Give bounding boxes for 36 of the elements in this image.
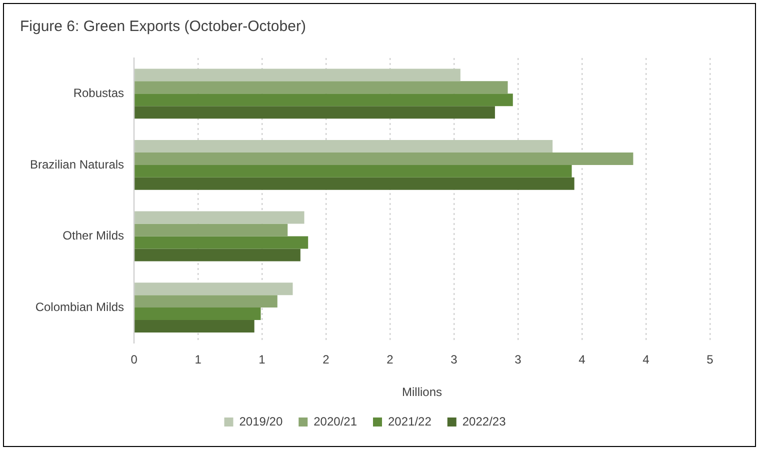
x-tick-label: 0 (130, 352, 138, 367)
x-tick-label: 1 (258, 352, 266, 367)
x-tick-label: 4 (578, 352, 586, 367)
y-tick-label: Other Milds (62, 228, 124, 243)
x-tick-label: 2 (386, 352, 394, 367)
bar (134, 68, 460, 82)
y-tick-label: Robustas (73, 86, 124, 100)
x-tick-label: 5 (706, 352, 714, 367)
x-tick-label: 3 (514, 352, 522, 367)
bar (134, 248, 300, 262)
bar (134, 211, 304, 224)
x-tick-label: 4 (642, 352, 650, 367)
legend-label: 2022/23 (462, 414, 506, 428)
bar (134, 152, 634, 165)
x-tick-label: 3 (450, 352, 458, 367)
bar (134, 308, 261, 320)
bar (134, 295, 278, 308)
x-tick-label: 1 (194, 352, 202, 367)
bar (134, 140, 553, 152)
x-tick-label: 2 (322, 352, 330, 367)
bar (134, 94, 513, 106)
bar (134, 320, 254, 333)
bar (134, 282, 293, 296)
bar (134, 177, 574, 190)
x-axis-title: Millions (402, 385, 442, 400)
bar (134, 106, 495, 119)
legend-label: 2021/22 (388, 414, 432, 428)
y-tick-label: Colombian Milds (35, 300, 124, 314)
bar (134, 81, 508, 94)
bar (134, 236, 308, 249)
bar (134, 164, 572, 178)
chart-title: Figure 6: Green Exports (October-October) (20, 18, 306, 36)
legend-label: 2020/21 (314, 414, 358, 428)
y-tick-label: Brazilian Naturals (30, 157, 124, 172)
legend-label: 2019/20 (239, 414, 283, 428)
bar (134, 224, 288, 236)
